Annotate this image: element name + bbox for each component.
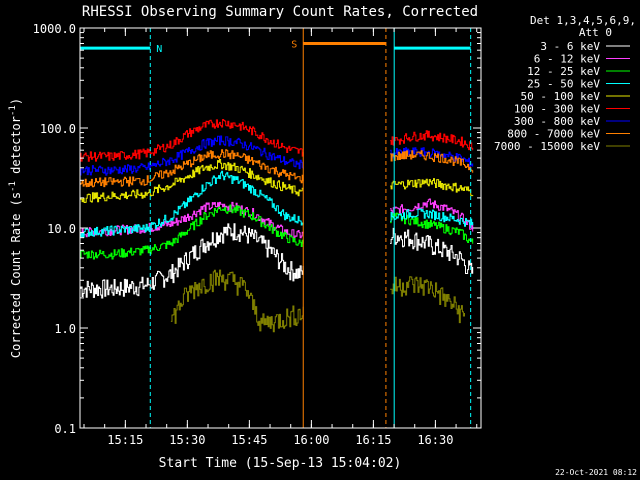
y-axis: 1000.0 100.0 10.0 1.0 0.1 (33, 22, 481, 436)
y-axis-label-end: ) (9, 98, 23, 105)
series-trace (80, 170, 474, 238)
y-axis-label-main: Corrected Count Rate (s (9, 192, 23, 358)
series-line (390, 130, 474, 151)
legend-header-line1: Det 1,3,4,5,6,9, (530, 14, 636, 27)
y-axis-label-sup2: -1 (8, 105, 18, 116)
x-tick-label: 16:15 (355, 433, 391, 447)
x-axis: 15:15 15:30 15:45 16:00 16:15 16:30 (83, 28, 478, 447)
series-line (80, 223, 304, 299)
series-line (170, 269, 304, 333)
y-axis-label-mid: detector (9, 116, 23, 181)
series-line (390, 198, 474, 232)
series-line (80, 204, 304, 260)
legend-label: 50 - 100 keV (521, 90, 601, 103)
legend-header-line2: Att 0 (579, 26, 612, 39)
series-trace (80, 198, 474, 240)
y-tick-label: 1.0 (54, 322, 76, 336)
series-trace (80, 119, 474, 162)
series-line (390, 208, 474, 227)
night-label: N (156, 44, 162, 55)
series-trace (170, 269, 465, 333)
x-tick-label: 15:45 (231, 433, 267, 447)
y-axis-label-sup1: -1 (8, 181, 18, 192)
legend-label: 12 - 25 keV (527, 65, 600, 78)
x-tick-label: 15:30 (169, 433, 205, 447)
chart-title: RHESSI Observing Summary Count Rates, Co… (82, 4, 478, 20)
legend-label: 25 - 50 keV (527, 78, 600, 91)
legend-label: 6 - 12 keV (534, 53, 601, 66)
x-tick-label: 15:15 (107, 433, 143, 447)
x-tick-label: 16:00 (293, 433, 329, 447)
x-axis-label: Start Time (15-Sep-13 15:04:02) (159, 456, 402, 471)
series-trace (80, 149, 474, 188)
x-tick-label: 16:30 (417, 433, 453, 447)
legend-label: 3 - 6 keV (540, 40, 600, 53)
legend-label: 300 - 800 keV (514, 115, 600, 128)
y-tick-label: 100.0 (40, 122, 76, 136)
series-line (80, 170, 304, 238)
y-tick-label: 1000.0 (33, 22, 76, 36)
series-line (390, 276, 465, 324)
series-layer (80, 119, 474, 333)
series-trace (80, 135, 474, 176)
series-line (390, 150, 474, 173)
legend-label: 100 - 300 keV (514, 103, 600, 116)
series-line (390, 227, 474, 274)
series-line (390, 147, 474, 168)
y-tick-label: 10.0 (47, 222, 76, 236)
series-line (390, 178, 474, 197)
series-line (80, 135, 304, 176)
series-line (80, 201, 304, 240)
series-trace (80, 223, 474, 299)
series-line (80, 159, 304, 203)
series-line (80, 149, 304, 188)
footer-date: 22-Oct-2021 08:12 (555, 468, 637, 477)
series-trace (80, 159, 474, 203)
y-tick-label: 0.1 (54, 422, 76, 436)
saa-label: S (291, 39, 297, 50)
y-axis-label: Corrected Count Rate (s-1 detector-1) (8, 98, 23, 358)
series-line (80, 119, 304, 162)
legend-label: 7000 - 15000 keV (494, 140, 600, 153)
legend-label: 800 - 7000 keV (507, 128, 600, 141)
